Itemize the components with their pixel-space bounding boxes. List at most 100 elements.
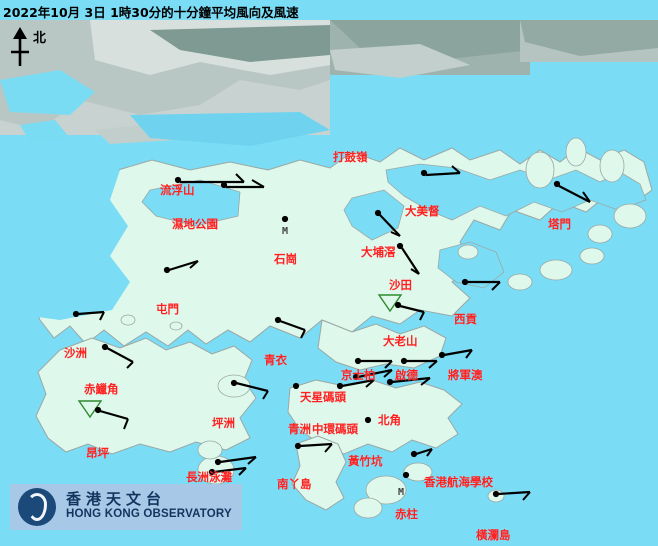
wind-barb-feather xyxy=(365,379,375,388)
station-label-kai-tak[interactable]: 啟德 xyxy=(395,368,418,382)
station-marker-dot[interactable] xyxy=(402,471,410,479)
station-m-marker: M xyxy=(282,226,289,237)
station-marker-dot[interactable] xyxy=(294,442,302,450)
western-waters xyxy=(0,152,130,320)
station-label-ta-kwu-ling[interactable]: 打鼓嶺 xyxy=(333,150,368,164)
station-marker-dot[interactable] xyxy=(492,490,500,498)
wind-barb-feather xyxy=(419,311,425,321)
station-m-marker: M xyxy=(398,487,405,498)
station-label-peng-chau[interactable]: 坪洲 xyxy=(212,416,235,430)
wind-barb-feather xyxy=(390,231,401,237)
wind-barb-shaft xyxy=(443,348,473,357)
wind-barb-shaft xyxy=(168,259,199,272)
station-marker-dot[interactable] xyxy=(94,406,102,414)
station-marker-dot[interactable] xyxy=(438,351,446,359)
station-marker-dot[interactable] xyxy=(274,316,282,324)
station-marker-dot[interactable] xyxy=(386,378,394,386)
station-label-chek-lap-kok[interactable]: 赤鱲角 xyxy=(84,382,119,396)
station-label-sha-tin[interactable]: 沙田 xyxy=(389,278,412,292)
landmass-lamma xyxy=(291,435,347,511)
station-marker-dot[interactable] xyxy=(410,450,418,458)
station-label-tap-mun[interactable]: 塔門 xyxy=(548,217,571,231)
station-marker-dot[interactable] xyxy=(400,357,408,365)
station-label-green-island[interactable]: 青洲 xyxy=(288,422,311,436)
station-marker-dot[interactable] xyxy=(394,301,402,309)
station-label-lamma-island[interactable]: 南丫島 xyxy=(277,477,312,491)
station-label-kings-park[interactable]: 京士柏 xyxy=(341,368,376,382)
wind-barb-shaft xyxy=(213,466,247,474)
station-marker-dot[interactable] xyxy=(336,382,344,390)
wind-barb-feather xyxy=(126,361,134,369)
mountain-station-triangle-icon xyxy=(377,294,403,313)
station-marker-dot[interactable] xyxy=(374,209,382,217)
wind-barb-feather xyxy=(522,491,531,501)
station-marker-dot[interactable] xyxy=(396,242,404,250)
station-marker-dot[interactable] xyxy=(163,266,171,274)
station-label-tuen-mun[interactable]: 屯門 xyxy=(156,302,179,316)
station-label-wong-chuk-hang[interactable]: 黃竹坑 xyxy=(348,454,383,468)
north-arrow: 北 xyxy=(6,26,66,70)
station-marker-dot[interactable] xyxy=(208,468,216,476)
station-marker-dot[interactable] xyxy=(352,373,360,381)
wind-barb-shaft xyxy=(235,381,269,393)
station-label-hk-sea-school[interactable]: 香港航海學校 xyxy=(424,475,493,489)
station-label-sha-chau[interactable]: 沙洲 xyxy=(64,346,87,360)
hko-logo-english: HONG KONG OBSERVATORY xyxy=(66,508,232,520)
station-marker-dot[interactable] xyxy=(72,310,80,318)
wind-barb-shaft xyxy=(99,409,129,421)
station-label-tai-po-kau[interactable]: 大埔滘 xyxy=(361,245,396,259)
station-label-lau-fau-shan[interactable]: 流浮山 xyxy=(160,183,195,197)
station-label-north-point[interactable]: 北角 xyxy=(378,413,401,427)
wind-barb-feather xyxy=(189,260,199,269)
station-marker-dot[interactable] xyxy=(174,176,182,184)
wind-barb-shaft xyxy=(357,368,393,379)
station-marker-dot[interactable] xyxy=(220,181,228,189)
wind-barb-feather xyxy=(410,268,420,275)
wind-barb-shaft xyxy=(219,455,257,464)
station-marker-dot[interactable] xyxy=(230,379,238,387)
station-label-wetland-park[interactable]: 濕地公園 xyxy=(172,217,218,231)
wind-barb-feather xyxy=(491,281,501,291)
page-title: 2022年10月 3日 1時30分的十分鐘平均風向及風速 xyxy=(3,5,299,20)
wind-barb-shaft xyxy=(391,376,431,384)
wind-barb-shaft xyxy=(425,171,461,177)
station-label-ngong-ping[interactable]: 昂坪 xyxy=(86,446,109,460)
wind-barb-feather xyxy=(465,349,473,359)
station-label-waglan-island[interactable]: 橫瀾島 xyxy=(476,528,511,542)
station-marker-dot[interactable] xyxy=(553,180,561,188)
wind-barb-feather xyxy=(420,377,431,386)
wind-barb-feather xyxy=(235,173,245,183)
station-marker-dot[interactable] xyxy=(292,382,300,390)
station-marker-dot[interactable] xyxy=(420,169,428,177)
wind-barb-shaft xyxy=(379,214,401,237)
station-label-tsing-yi[interactable]: 青衣 xyxy=(264,353,287,367)
station-label-tseung-kwan-o[interactable]: 將軍澳 xyxy=(448,368,483,382)
station-label-star-ferry[interactable]: 天星碼頭 xyxy=(300,390,346,404)
landmass-lantau xyxy=(35,337,257,455)
north-arrow-icon xyxy=(11,27,29,66)
north-label: 北 xyxy=(33,31,47,46)
wind-barb-feather xyxy=(383,369,393,378)
station-label-tates-cairn[interactable]: 大老山 xyxy=(383,334,418,348)
station-marker-dot[interactable] xyxy=(461,278,469,286)
wind-barb-shaft xyxy=(399,304,425,314)
wind-barb-feather xyxy=(324,443,333,453)
station-label-cheung-chau-beach[interactable]: 長洲泳灘 xyxy=(186,470,232,484)
wind-barb-shaft xyxy=(497,490,531,496)
station-label-stanley[interactable]: 赤柱 xyxy=(395,507,418,521)
wind-barb-feather xyxy=(99,311,105,321)
wind-barb-feather xyxy=(300,329,306,339)
station-marker-dot[interactable] xyxy=(354,357,362,365)
station-marker-dot[interactable] xyxy=(214,458,222,466)
station-marker-dot[interactable] xyxy=(364,416,372,424)
water-inlets xyxy=(141,163,647,289)
station-label-tai-mei-tuk[interactable]: 大美督 xyxy=(405,204,440,218)
station-marker-dot[interactable] xyxy=(281,215,289,223)
wind-barb-shaft xyxy=(279,319,306,332)
station-label-sai-kung[interactable]: 西貢 xyxy=(454,312,477,326)
station-marker-dot[interactable] xyxy=(101,343,109,351)
map-canvas[interactable]: 打鼓嶺流浮山濕地公園 大美督塔門 M 石崗 大埔滘沙田屯門西貢沙洲 大老山昂坪 青衣赤鱲角 京… xyxy=(0,20,658,546)
station-label-central-pier[interactable]: 中環碼頭 xyxy=(312,422,358,436)
wind-barb-shaft xyxy=(401,247,420,275)
station-label-shek-kong[interactable]: 石崗 xyxy=(274,252,297,266)
